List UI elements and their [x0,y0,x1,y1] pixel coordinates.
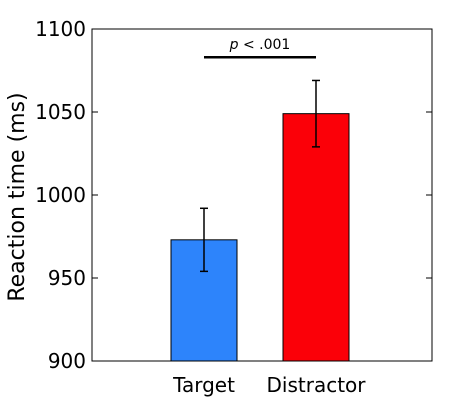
y-tick-label-1000: 1000 [35,183,86,207]
y-tick-label-950: 950 [48,266,86,290]
y-tick-label-900: 900 [48,349,86,373]
error-bar-target [200,207,208,273]
error-bars-group [200,79,320,273]
y-axis-ticks: 900 950 1000 1050 1100 [35,17,432,373]
x-tick-label-distractor: Distractor [267,373,367,397]
significance-label: p < .001 [229,37,291,53]
y-axis-title: Reaction time (ms) [5,92,30,301]
y-tick-label-1050: 1050 [35,100,86,124]
significance-threshold: < .001 [239,37,291,53]
bar-distractor [282,113,350,362]
error-bar-distractor [312,79,320,148]
y-tick-label-1100: 1100 [35,17,86,41]
x-tick-label-target: Target [172,373,235,397]
category-labels: Target Distractor [172,373,366,397]
bars-group [170,113,350,362]
plot-frame [91,28,433,362]
significance-p: p [229,37,239,53]
